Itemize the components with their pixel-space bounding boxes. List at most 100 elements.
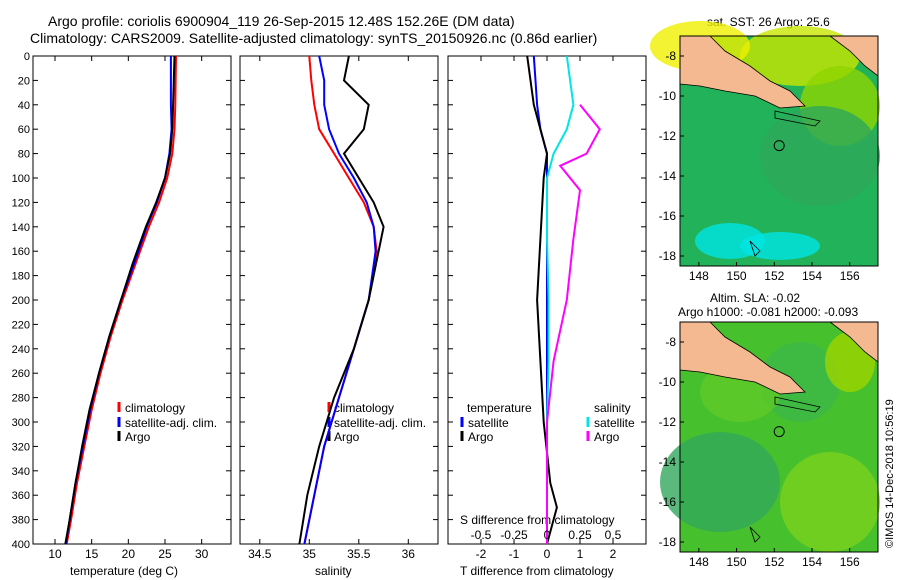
- y-tick-label: 320: [12, 441, 30, 453]
- y-tick-label: 20: [18, 75, 30, 87]
- s-tick-label: 0.5: [605, 528, 622, 542]
- y-tick-label: 100: [12, 173, 30, 185]
- lon-tick-label: 148: [689, 269, 709, 283]
- legend-label-t-argo: Argo: [468, 430, 494, 444]
- lat-tick-label: -14: [659, 169, 677, 183]
- sla-map: -8 -10 -12 -14 -16 -18 148 150 152 154 156: [659, 321, 880, 569]
- s-tick-label: -0.5: [471, 528, 492, 542]
- island-outline: [774, 396, 821, 413]
- x-tick-label: 25: [158, 547, 172, 561]
- sst-map-title: sat. SST: 26 Argo: 25.6: [707, 15, 830, 29]
- legend-label-argo: Argo: [334, 430, 360, 444]
- t-difference-xlabel: T difference from climatology: [460, 564, 614, 578]
- x-tick-label: 34.5: [248, 547, 272, 561]
- title-line2: Climatology: CARS2009. Satellite-adjuste…: [30, 30, 597, 46]
- y-tick-label: 40: [18, 100, 30, 112]
- legend-title-salinity: salinity: [594, 401, 631, 415]
- map-field-patch: [740, 232, 820, 260]
- x-tick-label: 10: [48, 547, 62, 561]
- sla-map-subtitle: Argo h1000: -0.081 h2000: -0.093: [678, 305, 858, 319]
- footer-credit: ©IMOS 14-Dec-2018 10:56:19: [884, 399, 896, 548]
- legend-label-satellite: satellite-adj. clim.: [334, 416, 426, 430]
- lon-tick-label: 152: [764, 555, 784, 569]
- legend-label-s-satellite: satellite: [594, 416, 635, 430]
- lat-tick-label: -8: [665, 49, 676, 63]
- lon-tick-label: 154: [802, 555, 822, 569]
- lon-tick-label: 148: [689, 555, 709, 569]
- y-tick-label: 360: [12, 490, 30, 502]
- y-tick-label: 60: [18, 124, 30, 136]
- map-field-patch: [760, 106, 880, 206]
- legend-label-argo: Argo: [125, 430, 151, 444]
- x-tick-label: 36: [402, 547, 416, 561]
- series-line-t-argo: [526, 55, 558, 545]
- x-tick-label: 30: [195, 547, 209, 561]
- legend-label-climatology: climatology: [334, 401, 394, 415]
- map-field-patch: [660, 432, 780, 532]
- lat-tick-label: -8: [665, 335, 676, 349]
- argo-position-marker: [773, 140, 785, 152]
- y-tick-label: 200: [12, 295, 30, 307]
- lat-tick-label: -12: [659, 129, 677, 143]
- lat-tick-label: -14: [659, 455, 677, 469]
- lat-tick-label: -12: [659, 415, 677, 429]
- x-tick-label: -2: [476, 547, 487, 561]
- temperature-xlabel: temperature (deg C): [70, 564, 178, 578]
- title-line1: Argo profile: coriolis 6900904_119 26-Se…: [48, 13, 515, 29]
- x-tick-label: 15: [85, 547, 99, 561]
- y-tick-label: 220: [12, 319, 30, 331]
- panel-marks-1: 34.5 35 35.5 36: [240, 55, 438, 561]
- temperature-legend: climatology satellite-adj. clim. Argo: [117, 401, 217, 444]
- legend-title-temperature: temperature: [467, 401, 532, 415]
- legend-label-s-argo: Argo: [594, 430, 620, 444]
- map-field-patch: [780, 452, 880, 552]
- y-tick-label: 140: [12, 222, 30, 234]
- series-line-climatology: [65, 55, 177, 545]
- salinity-panel: [239, 55, 439, 545]
- argo-position-marker: [773, 426, 785, 438]
- salinity-xlabel: salinity: [315, 564, 352, 578]
- y-tick-label: 280: [12, 393, 30, 405]
- salinity-legend: climatology satellite-adj. clim. Argo: [327, 401, 426, 444]
- x-tick-label: 35.5: [347, 547, 371, 561]
- x-tick-label: 2: [610, 547, 617, 561]
- lon-tick-label: 156: [840, 269, 860, 283]
- lat-tick-label: -18: [659, 535, 677, 549]
- map-frame: [679, 35, 879, 267]
- y-tick-label: 0: [24, 51, 30, 63]
- x-tick-label: -1: [509, 547, 520, 561]
- island-outline: [749, 240, 761, 257]
- x-tick-label: 35: [303, 547, 317, 561]
- legend-label-satellite: satellite-adj. clim.: [125, 416, 217, 430]
- difference-legend: temperature salinity satellite Argo sate…: [460, 401, 635, 444]
- lon-tick-label: 154: [802, 269, 822, 283]
- temperature-panel: [32, 55, 232, 545]
- lon-tick-label: 152: [764, 269, 784, 283]
- map-field-patch: [760, 342, 840, 422]
- y-tick-label: 160: [12, 246, 30, 258]
- x-tick-label: 0: [544, 547, 551, 561]
- lat-tick-label: -16: [659, 495, 677, 509]
- x-tick-label: 20: [122, 547, 136, 561]
- series-line-argo: [298, 55, 385, 545]
- lon-tick-label: 150: [727, 555, 747, 569]
- y-tick-label: 80: [18, 149, 30, 161]
- sla-map-title: Altim. SLA: -0.02: [710, 291, 800, 305]
- series-line-argo: [64, 55, 176, 545]
- y-tick-label: 240: [12, 344, 30, 356]
- y-tick-label: 380: [12, 515, 30, 527]
- y-tick-label: 120: [12, 197, 30, 209]
- y-tick-label: 180: [12, 271, 30, 283]
- lat-tick-label: -18: [659, 249, 677, 263]
- lat-tick-label: -10: [659, 89, 677, 103]
- island-outline: [749, 526, 761, 543]
- panel-marks-0: 10 15 20 25 30 0 20 40 60 80 100 120 140 160 180 200 220…: [12, 51, 231, 561]
- s-tick-label: -0.25: [500, 528, 528, 542]
- sst-map: -8 -10 -12 -14 -16 -18 148 150 152 154 156: [650, 21, 880, 283]
- lon-tick-label: 150: [727, 269, 747, 283]
- lon-tick-label: 156: [840, 555, 860, 569]
- land-new-guinea: [679, 35, 806, 109]
- map-frame: [679, 321, 879, 553]
- y-tick-label: 260: [12, 368, 30, 380]
